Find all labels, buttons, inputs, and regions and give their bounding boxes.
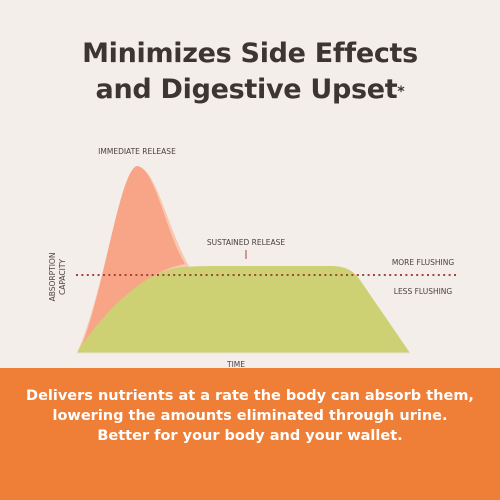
immediate-release-area xyxy=(82,166,185,345)
sustained-release-area xyxy=(77,266,410,353)
banner-line-2: lowering the amounts eliminated through … xyxy=(52,408,448,424)
banner-line-1: Delivers nutrients at a rate the body ca… xyxy=(26,388,474,404)
y-axis-label-group: ABSORPTION CAPACITY xyxy=(48,253,67,302)
title-line-2-text: and Digestive Upset xyxy=(95,74,398,105)
asterisk-mark: * xyxy=(397,84,405,100)
title-line-1: Minimizes Side Effects xyxy=(82,38,418,69)
more-flushing-label: MORE FLUSHING xyxy=(392,258,455,267)
y-axis-label-line-2: CAPACITY xyxy=(58,259,67,295)
page-title: Minimizes Side Effects and Digestive Ups… xyxy=(0,36,500,108)
banner-line-3: Better for your body and your wallet. xyxy=(97,428,403,444)
x-axis-label: TIME xyxy=(226,360,245,368)
info-banner: Delivers nutrients at a rate the body ca… xyxy=(0,368,500,500)
less-flushing-label: LESS FLUSHING xyxy=(394,287,453,296)
title-line-2: and Digestive Upset* xyxy=(0,72,500,108)
release-chart: IMMEDIATE RELEASE SUSTAINED RELEASE MORE… xyxy=(48,147,458,368)
y-axis-label-line-1: ABSORPTION xyxy=(48,253,57,302)
banner-text: Delivers nutrients at a rate the body ca… xyxy=(0,386,500,446)
immediate-release-label: IMMEDIATE RELEASE xyxy=(98,147,176,156)
sustained-release-label: SUSTAINED RELEASE xyxy=(207,238,286,247)
